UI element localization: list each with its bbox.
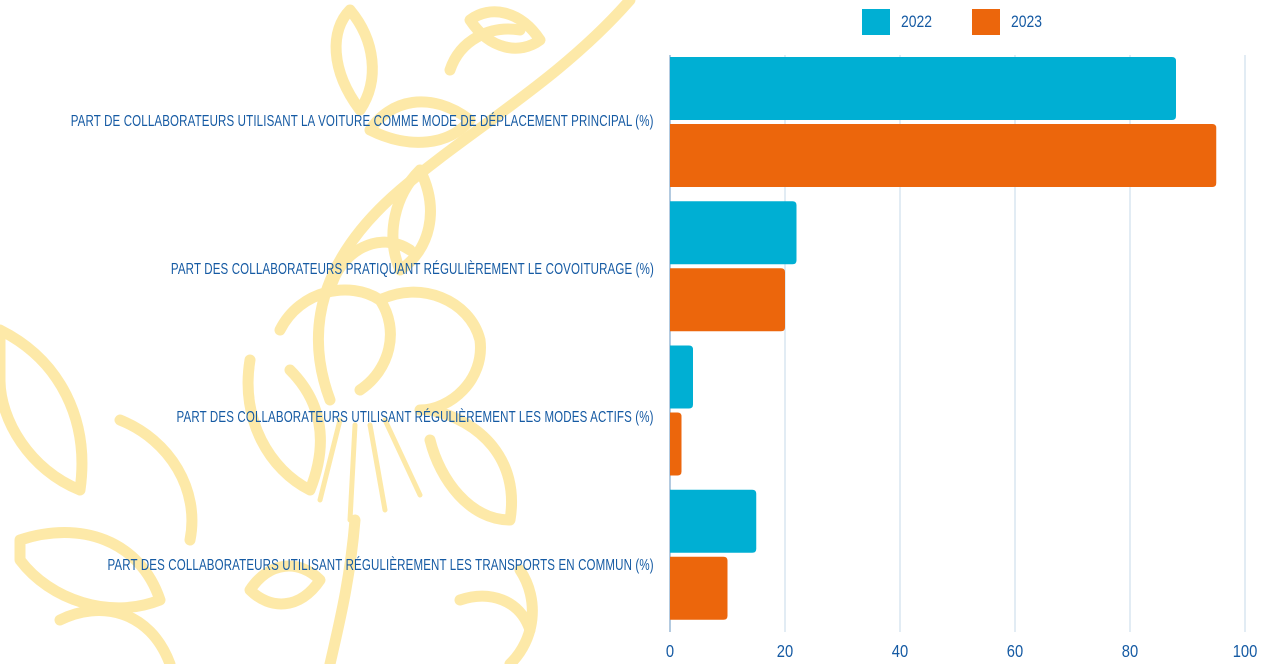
bar-2022-category-4 (670, 489, 757, 553)
flower-bud (454, 590, 536, 636)
x-tick-label: 80 (1122, 642, 1138, 662)
leaf (244, 560, 326, 610)
leaf (444, 23, 526, 76)
bar-2023-category-4 (670, 556, 728, 620)
x-tick-label: 100 (1233, 642, 1258, 662)
x-tick-label: 0 (666, 642, 674, 662)
x-axis-ticks: 0 20 40 60 80 100 (666, 642, 1257, 662)
legend-swatch-2022 (862, 9, 890, 35)
x-tick-label: 60 (1007, 642, 1023, 662)
legend-label-2022: 2022 (901, 12, 933, 31)
bars (670, 57, 1217, 620)
leaf (0, 324, 88, 496)
x-tick-label: 40 (892, 642, 908, 662)
category-label-public-transport: PART DES COLLABORATEURS UTILISANT RÉGULI… (107, 557, 654, 574)
leaf (54, 604, 176, 664)
leaf (364, 96, 476, 148)
legend-item-2022: 2022 (862, 9, 939, 35)
legend-label-2023: 2023 (1010, 12, 1042, 31)
bar-2023-category-3 (670, 412, 682, 476)
bar-2023-category-2 (670, 268, 785, 332)
legend-item-2023: 2023 (971, 9, 1049, 35)
x-tick-label: 20 (777, 642, 793, 662)
flower-stamen (317, 417, 423, 523)
flower-petal (242, 354, 326, 496)
leaf (330, 4, 378, 116)
chart-legend: 2022 2023 (862, 9, 1049, 35)
flower-bud (504, 564, 538, 664)
category-label-car: PART DE COLLABORATEURS UTILISANT LA VOIT… (71, 113, 654, 130)
leaf (387, 164, 436, 276)
flower-petal (324, 236, 416, 296)
bar-2022-category-1 (670, 57, 1176, 120)
flower-petal (374, 286, 486, 416)
leaf (114, 414, 198, 546)
category-label-active-modes: PART DES COLLABORATEURS UTILISANT RÉGULI… (176, 409, 654, 426)
bar-2023-category-1 (670, 124, 1217, 187)
leaf (464, 6, 546, 54)
bar-2022-category-3 (670, 345, 693, 409)
legend-swatch-2023 (971, 9, 1000, 35)
leaf (14, 527, 166, 614)
bar-2022-category-2 (670, 201, 797, 265)
flower-stem (324, 514, 361, 664)
category-label-carpool: PART DES COLLABORATEURS PRATIQUANT RÉGUL… (170, 261, 654, 278)
flower-petal (424, 404, 517, 526)
